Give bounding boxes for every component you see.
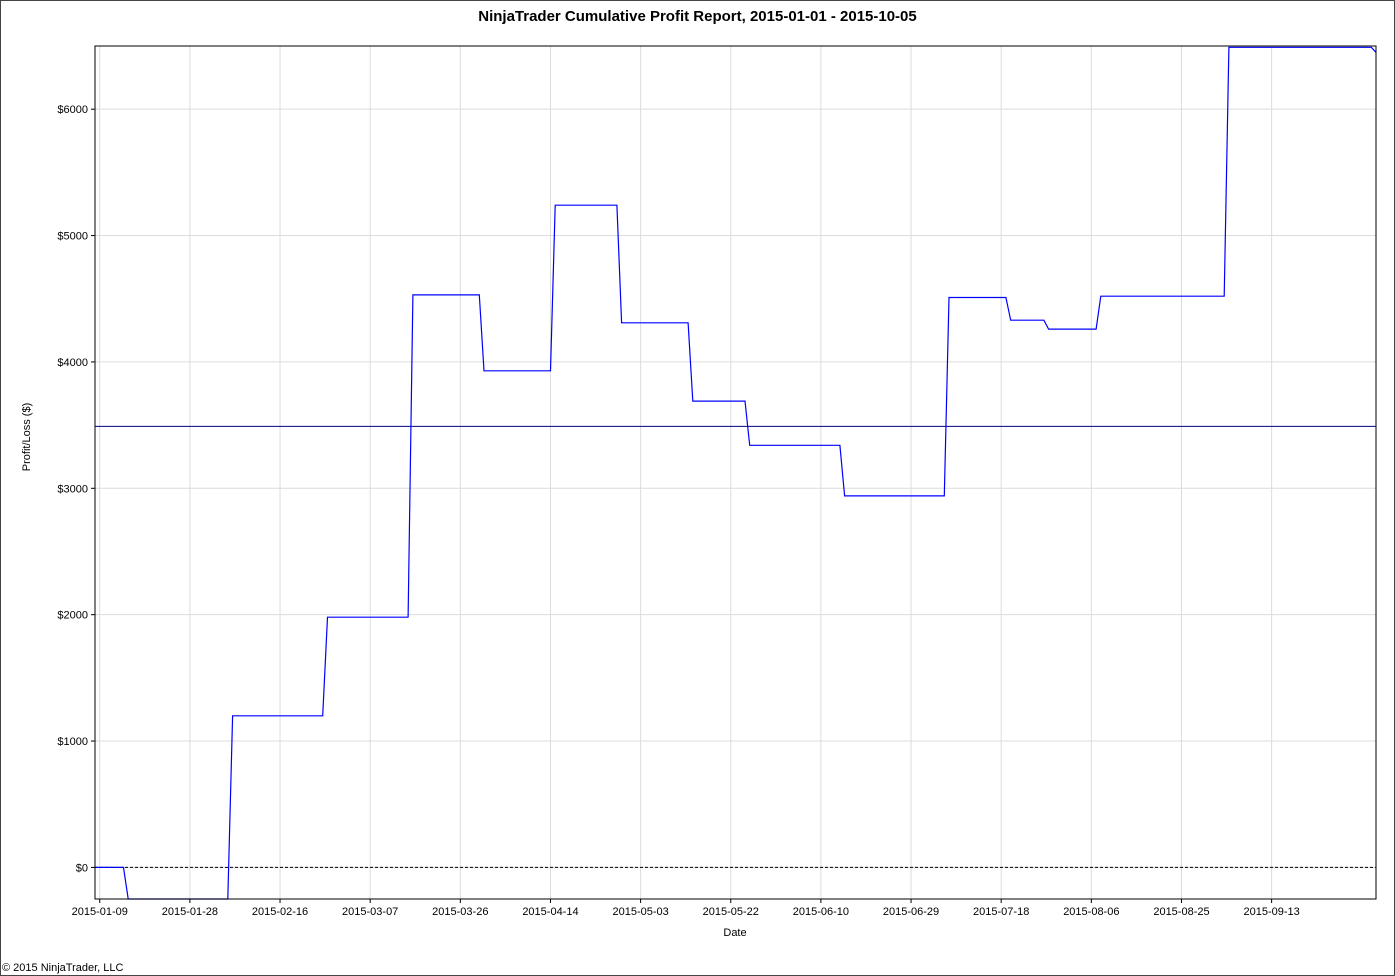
x-axis-label: Date <box>723 927 746 939</box>
cumulative-profit-line <box>95 46 1377 900</box>
x-tick-label: 2015-06-10 <box>793 906 849 918</box>
x-tick-label: 2015-03-07 <box>342 906 398 918</box>
y-tick-label: $0 <box>76 862 88 874</box>
y-axis-label: Profit/Loss ($) <box>21 403 33 471</box>
y-tick-label: $4000 <box>57 357 88 369</box>
x-tick-label: 2015-05-22 <box>703 906 759 918</box>
x-tick-label: 2015-02-16 <box>252 906 308 918</box>
copyright-footer: © 2015 NinjaTrader, LLC <box>2 962 124 974</box>
x-tick-label: 2015-07-18 <box>973 906 1029 918</box>
y-tick-label: $6000 <box>57 104 88 116</box>
plot-area-border <box>94 45 1377 900</box>
y-tick-label: $1000 <box>57 736 88 748</box>
y-tick-label: $3000 <box>57 483 88 495</box>
y-tick-label: $5000 <box>57 231 88 243</box>
x-tick-label: 2015-06-29 <box>883 906 939 918</box>
x-tick-label: 2015-04-14 <box>522 906 578 918</box>
y-tick-label: $2000 <box>57 610 88 622</box>
x-tick-label: 2015-08-25 <box>1153 906 1209 918</box>
x-tick-label: 2015-01-28 <box>162 906 218 918</box>
x-tick-label: 2015-08-06 <box>1063 906 1119 918</box>
x-tick-label: 2015-09-13 <box>1243 906 1299 918</box>
chart-title: NinjaTrader Cumulative Profit Report, 20… <box>478 8 917 25</box>
x-tick-label: 2015-03-26 <box>432 906 488 918</box>
x-tick-label: 2015-05-03 <box>612 906 668 918</box>
x-tick-label: 2015-01-09 <box>72 906 128 918</box>
